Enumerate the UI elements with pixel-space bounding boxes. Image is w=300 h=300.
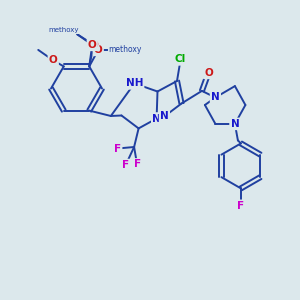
Text: O: O: [94, 45, 103, 55]
Text: F: F: [134, 159, 141, 170]
Text: F: F: [114, 143, 121, 154]
Text: N: N: [211, 92, 220, 103]
Text: F: F: [237, 201, 244, 211]
Text: methoxy: methoxy: [49, 27, 79, 33]
Text: O: O: [89, 40, 98, 50]
Text: NH: NH: [126, 78, 143, 88]
Text: N: N: [152, 113, 161, 124]
Text: F: F: [122, 160, 129, 170]
Text: O: O: [88, 40, 97, 50]
Text: N: N: [230, 119, 239, 129]
Text: N: N: [160, 111, 169, 122]
Text: Cl: Cl: [175, 54, 186, 64]
Text: O: O: [49, 56, 58, 65]
Text: O: O: [204, 68, 213, 78]
Text: methoxy: methoxy: [109, 45, 142, 54]
